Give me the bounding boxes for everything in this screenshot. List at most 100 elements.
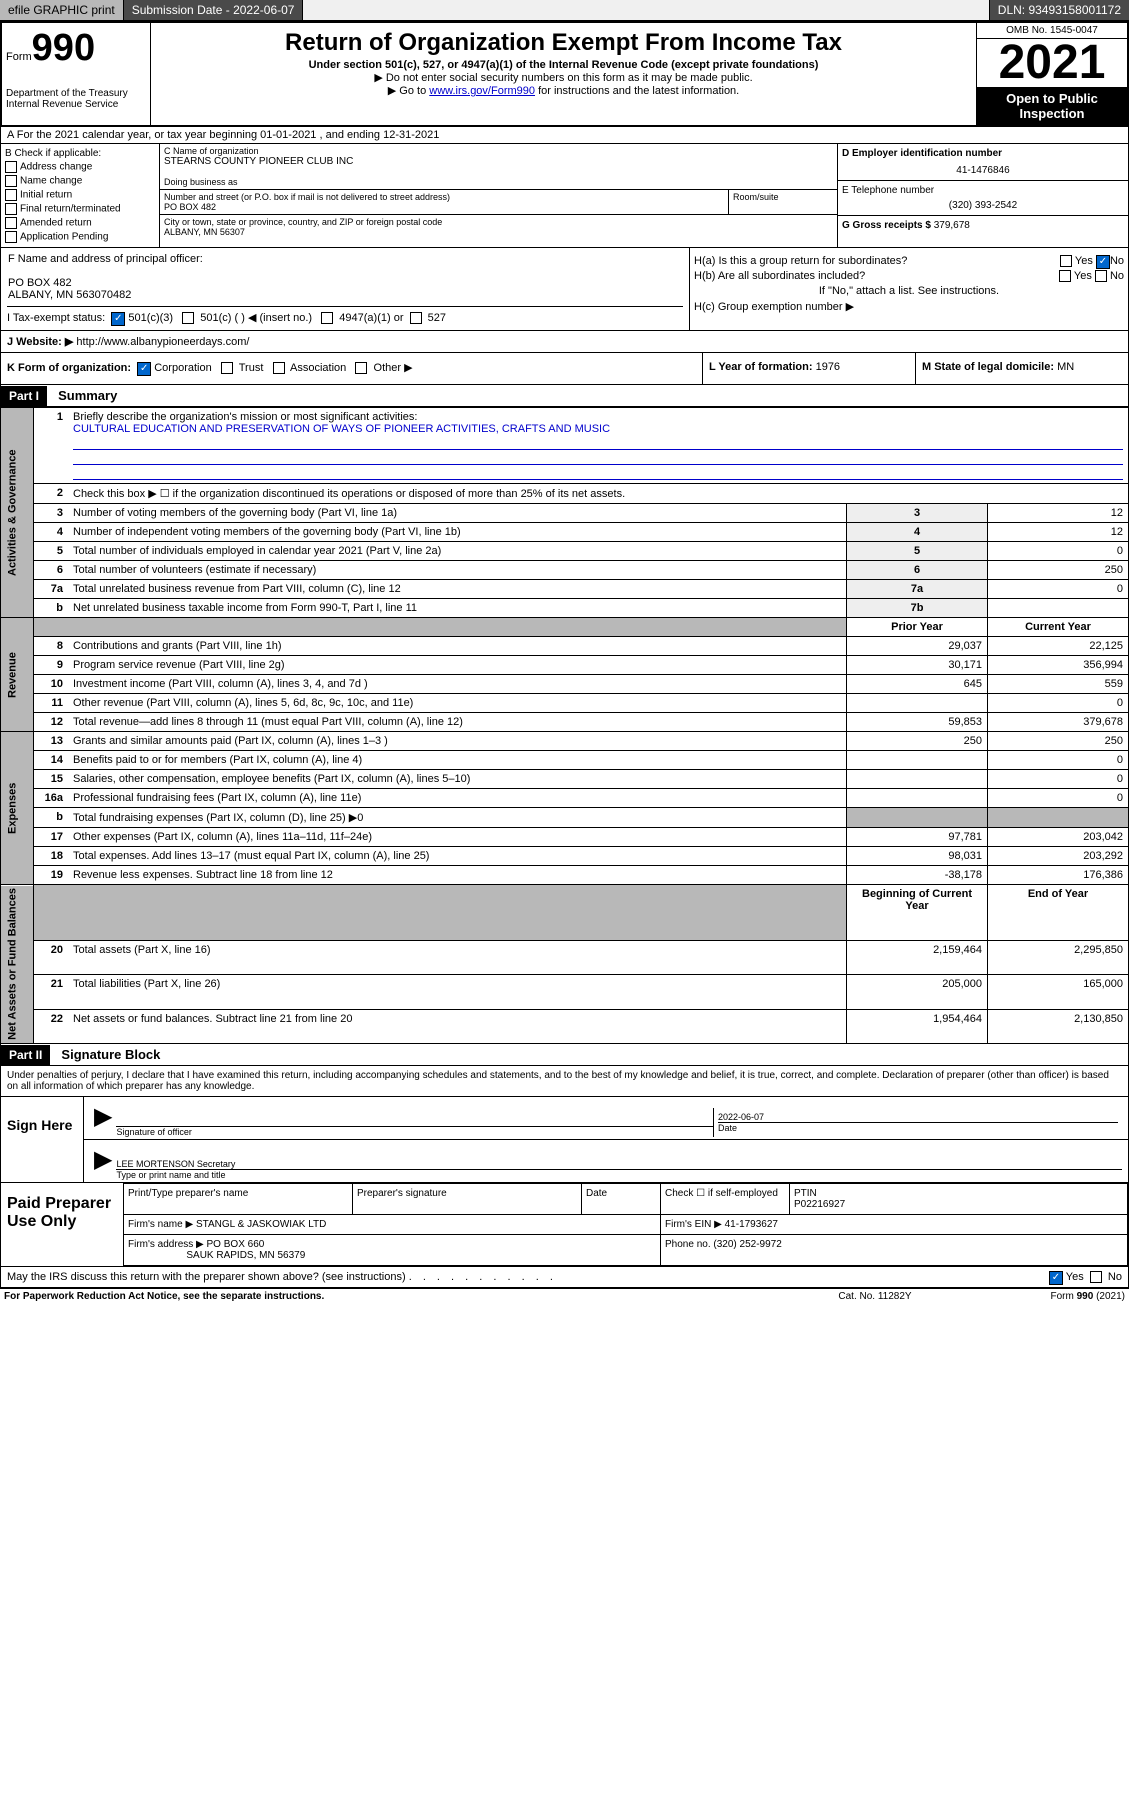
c-name-cell: C Name of organization STEARNS COUNTY PI… <box>160 144 837 189</box>
line2-cell: Check this box ▶ ☐ if the organization d… <box>68 484 1129 504</box>
ein-value: 41-1476846 <box>842 165 1124 176</box>
firm-phone-cell: Phone no. (320) 252-9972 <box>661 1234 1128 1265</box>
firm-phone: (320) 252-9972 <box>713 1239 781 1250</box>
city-value: ALBANY, MN 56307 <box>164 227 833 237</box>
h-a: H(a) Is this a group return for subordin… <box>694 255 1124 267</box>
ln19-text: Revenue less expenses. Subtract line 18 … <box>68 866 847 885</box>
form-number: 990 <box>32 27 95 69</box>
penalties-text: Under penalties of perjury, I declare th… <box>1 1066 1128 1096</box>
ln22-text: Net assets or fund balances. Subtract li… <box>68 1009 847 1043</box>
check-assoc[interactable] <box>273 362 285 374</box>
sig-arrow-icon2: ▶ <box>90 1145 116 1174</box>
goto-link-row: ▶ Go to www.irs.gov/Form990 for instruct… <box>159 84 968 97</box>
check-corp[interactable]: ✓ <box>137 362 151 376</box>
city-label: City or town, state or province, country… <box>164 217 833 227</box>
ln17-text: Other expenses (Part IX, column (A), lin… <box>68 828 847 847</box>
part-ii-title: Signature Block <box>53 1044 168 1065</box>
col-c: C Name of organization STEARNS COUNTY PI… <box>160 144 837 247</box>
may-irs-yes[interactable]: ✓ <box>1049 1271 1063 1285</box>
footer-right: Form 990 (2021) <box>975 1291 1125 1302</box>
ln15: 15 <box>34 770 69 789</box>
ln8-text: Contributions and grants (Part VIII, lin… <box>68 637 847 656</box>
dba-label: Doing business as <box>164 177 833 187</box>
h-c: H(c) Group exemption number ▶ <box>694 300 1124 313</box>
check-4947[interactable] <box>321 312 333 324</box>
sig-officer-line: Signature of officer <box>116 1106 713 1137</box>
check-501c3[interactable]: ✓ <box>111 312 125 326</box>
ln21-text: Total liabilities (Part X, line 26) <box>68 975 847 1009</box>
may-irs-no[interactable] <box>1090 1271 1102 1283</box>
hb-no[interactable] <box>1095 270 1107 282</box>
ln11-p <box>847 694 988 713</box>
form-word: Form <box>6 51 32 63</box>
ln20-text: Total assets (Part X, line 16) <box>68 940 847 974</box>
ha-yes[interactable] <box>1060 255 1072 267</box>
m-label: M State of legal domicile: <box>922 361 1054 373</box>
ln17-p: 97,781 <box>847 828 988 847</box>
hb-yes[interactable] <box>1059 270 1071 282</box>
opt-4947: 4947(a)(1) or <box>339 312 403 324</box>
sig-date-value: 2022-06-07 <box>718 1112 1118 1122</box>
col-d-e-g: D Employer identification number 41-1476… <box>837 144 1128 247</box>
opt-501c3: 501(c)(3) <box>128 312 173 324</box>
ln3-box: 3 <box>847 504 988 523</box>
may-irs-row: May the IRS discuss this return with the… <box>0 1267 1129 1288</box>
ln7a: 7a <box>34 580 69 599</box>
e-cell: E Telephone number (320) 393-2542 <box>838 181 1128 216</box>
ln14: 14 <box>34 751 69 770</box>
d-label: D Employer identification number <box>842 148 1124 159</box>
begin-year-hdr: Beginning of Current Year <box>847 885 988 941</box>
footer: For Paperwork Reduction Act Notice, see … <box>0 1288 1129 1304</box>
firm-name: STANGL & JASKOWIAK LTD <box>196 1219 326 1230</box>
ln12-c: 379,678 <box>988 713 1129 732</box>
firm-ein: 41-1793627 <box>725 1219 778 1230</box>
ssn-warning: ▶ Do not enter social security numbers o… <box>159 71 968 84</box>
ln2: 2 <box>34 484 69 504</box>
form-header: Form990 Department of the Treasury Inter… <box>0 21 1129 127</box>
check-527[interactable] <box>410 312 422 324</box>
ln16b: b <box>34 808 69 828</box>
check-501c[interactable] <box>182 312 194 324</box>
form-title: Return of Organization Exempt From Incom… <box>159 29 968 57</box>
ln7b-box: 7b <box>847 599 988 618</box>
b-pending: Application Pending <box>5 231 155 243</box>
firm-name-label: Firm's name ▶ <box>128 1219 193 1230</box>
ln1: 1 <box>34 408 69 484</box>
check-trust[interactable] <box>221 362 233 374</box>
ln20-c: 2,295,850 <box>988 940 1129 974</box>
ha-no[interactable]: ✓ <box>1096 255 1110 269</box>
vtab-net: Net Assets or Fund Balances <box>1 885 34 1044</box>
ln20: 20 <box>34 940 69 974</box>
block-b-c-d: B Check if applicable: Address change Na… <box>0 144 1129 248</box>
opt-assoc: Association <box>290 362 346 374</box>
city-cell: City or town, state or province, country… <box>160 215 837 239</box>
ptin-cell: PTINP02216927 <box>790 1183 1128 1214</box>
check-address[interactable] <box>5 161 17 173</box>
check-initial[interactable] <box>5 189 17 201</box>
ln16a-c: 0 <box>988 789 1129 808</box>
paid-preparer-block: Paid Preparer Use Only Print/Type prepar… <box>0 1183 1129 1267</box>
ln17-c: 203,042 <box>988 828 1129 847</box>
ln7a-val: 0 <box>988 580 1129 599</box>
d-cell: D Employer identification number 41-1476… <box>838 144 1128 181</box>
prep-sig-label: Preparer's signature <box>353 1183 582 1214</box>
goto-suffix: for instructions and the latest informat… <box>535 85 739 97</box>
gross-receipts: 379,678 <box>934 220 970 231</box>
check-name[interactable] <box>5 175 17 187</box>
vtab-revenue: Revenue <box>1 618 34 732</box>
blank3 <box>34 885 69 941</box>
check-final[interactable] <box>5 203 17 215</box>
check-amended[interactable] <box>5 217 17 229</box>
signature-block: Under penalties of perjury, I declare th… <box>0 1066 1129 1183</box>
opt-527: 527 <box>428 312 446 324</box>
f-label: F Name and address of principal officer: <box>8 253 682 265</box>
blank2 <box>68 618 847 637</box>
check-other[interactable] <box>355 362 367 374</box>
ln4-text: Number of independent voting members of … <box>68 523 847 542</box>
org-name: STEARNS COUNTY PIONEER CLUB INC <box>164 156 833 167</box>
year-formation: 1976 <box>816 361 840 373</box>
ln20-p: 2,159,464 <box>847 940 988 974</box>
check-pending[interactable] <box>5 231 17 243</box>
irs-link[interactable]: www.irs.gov/Form990 <box>429 85 535 97</box>
tax-year: 2021 <box>977 39 1127 87</box>
